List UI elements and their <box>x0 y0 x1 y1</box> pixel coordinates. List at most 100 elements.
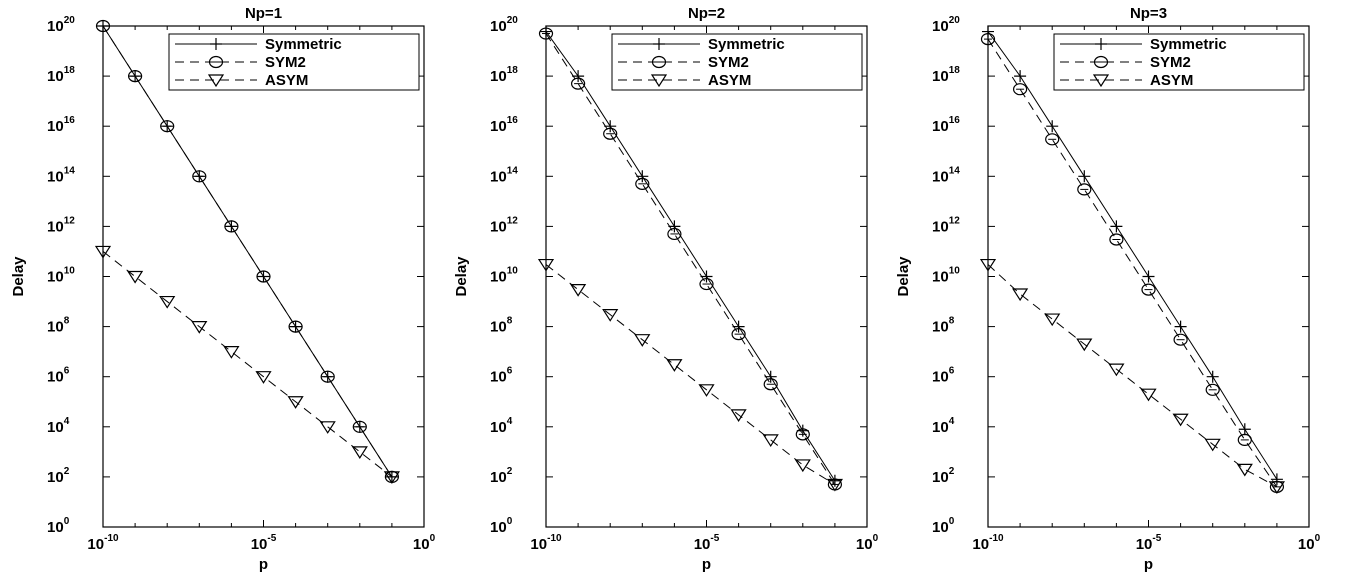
data-point <box>668 220 681 233</box>
legend-label: Symmetric <box>1150 36 1227 53</box>
y-tick-label: 104 <box>47 416 70 436</box>
circle-outline <box>288 320 303 333</box>
data-point <box>256 270 271 283</box>
legend-label: SYM2 <box>1150 54 1191 71</box>
circle-outline <box>208 55 224 69</box>
y-tick-label: 1018 <box>47 65 75 85</box>
y-axis-label: Delay <box>895 256 912 297</box>
data-point <box>1205 383 1220 396</box>
series-triangle-down <box>94 245 400 485</box>
y-tick-label: 1016 <box>47 115 75 135</box>
circle-outline <box>731 328 746 341</box>
legend-label: ASYM <box>1150 72 1193 89</box>
data-point <box>667 227 682 241</box>
data-point <box>699 277 714 291</box>
data-point <box>731 328 746 341</box>
data-point <box>128 69 143 83</box>
data-point <box>538 27 554 40</box>
series-line <box>987 264 1278 488</box>
data-point <box>320 370 335 383</box>
x-tick-label: 10-10 <box>87 533 119 553</box>
data-point <box>1204 438 1221 452</box>
y-tick-label: 1010 <box>932 266 960 286</box>
series-circle <box>95 19 399 483</box>
data-point <box>1237 433 1252 446</box>
legend-marker <box>650 74 668 88</box>
series-line <box>545 264 836 485</box>
data-point <box>636 170 649 183</box>
data-point <box>700 270 713 283</box>
data-point <box>1142 270 1155 283</box>
data-point <box>730 409 747 422</box>
y-tick-label: 100 <box>932 516 955 536</box>
series-line <box>102 251 393 478</box>
circle-outline <box>667 227 682 241</box>
series-triangle-down <box>979 258 1285 494</box>
data-point <box>698 384 715 397</box>
data-point <box>191 321 208 334</box>
data-point <box>826 478 843 492</box>
data-point <box>383 471 400 485</box>
data-point <box>192 170 207 183</box>
subplot-title: Np=2 <box>688 5 725 22</box>
circle-outline <box>763 378 778 391</box>
data-point <box>602 309 619 322</box>
data-point <box>764 370 777 383</box>
y-tick-label: 1010 <box>490 266 518 286</box>
legend-marker <box>1092 74 1110 88</box>
circle-outline <box>1093 55 1109 69</box>
data-point <box>794 459 811 473</box>
data-point <box>572 70 585 83</box>
data-point <box>762 434 779 448</box>
y-axis-label: Delay <box>10 256 27 297</box>
data-point <box>1014 70 1027 83</box>
y-tick-label: 1016 <box>490 115 518 135</box>
legend-marker <box>207 74 225 88</box>
data-point <box>224 220 239 233</box>
data-point <box>95 19 111 33</box>
data-point <box>255 371 272 384</box>
series-line <box>102 25 393 478</box>
circle-outline <box>1237 433 1252 446</box>
y-tick-label: 1018 <box>932 65 960 85</box>
legend-marker <box>1093 55 1109 69</box>
y-tick-label: 1020 <box>47 15 75 35</box>
data-point <box>604 120 617 133</box>
data-point <box>1108 363 1125 377</box>
data-point <box>1012 83 1028 96</box>
circle-outline <box>320 370 335 383</box>
data-point <box>1076 338 1093 352</box>
y-tick-label: 104 <box>932 416 955 436</box>
data-point <box>666 359 683 372</box>
data-point <box>1140 388 1157 402</box>
data-point <box>160 120 175 133</box>
x-tick-label: 10-5 <box>694 533 720 553</box>
data-point <box>1173 333 1188 346</box>
x-tick-label: 100 <box>1298 533 1321 553</box>
data-point <box>288 320 303 333</box>
circle-outline <box>1045 133 1060 146</box>
data-point <box>1078 170 1091 183</box>
circle-outline <box>1012 83 1028 96</box>
circle-outline <box>980 32 996 46</box>
circle-outline <box>1141 283 1156 296</box>
y-tick-label: 102 <box>932 466 955 486</box>
data-point <box>982 25 994 38</box>
subplot-title: Np=3 <box>1130 5 1167 22</box>
data-point <box>94 245 112 259</box>
data-point <box>1268 481 1285 494</box>
legend-marker <box>651 55 667 69</box>
x-axis-label: p <box>1144 556 1153 572</box>
y-tick-label: 1010 <box>47 266 75 286</box>
x-tick-label: 10-10 <box>530 533 562 553</box>
circle-outline <box>192 170 207 183</box>
data-point <box>634 334 651 347</box>
series-line <box>987 31 1278 480</box>
circle-outline <box>1205 383 1220 396</box>
x-tick-label: 100 <box>413 533 436 553</box>
circle-outline <box>256 270 271 283</box>
legend-marker <box>210 38 222 50</box>
series-line <box>545 31 836 482</box>
